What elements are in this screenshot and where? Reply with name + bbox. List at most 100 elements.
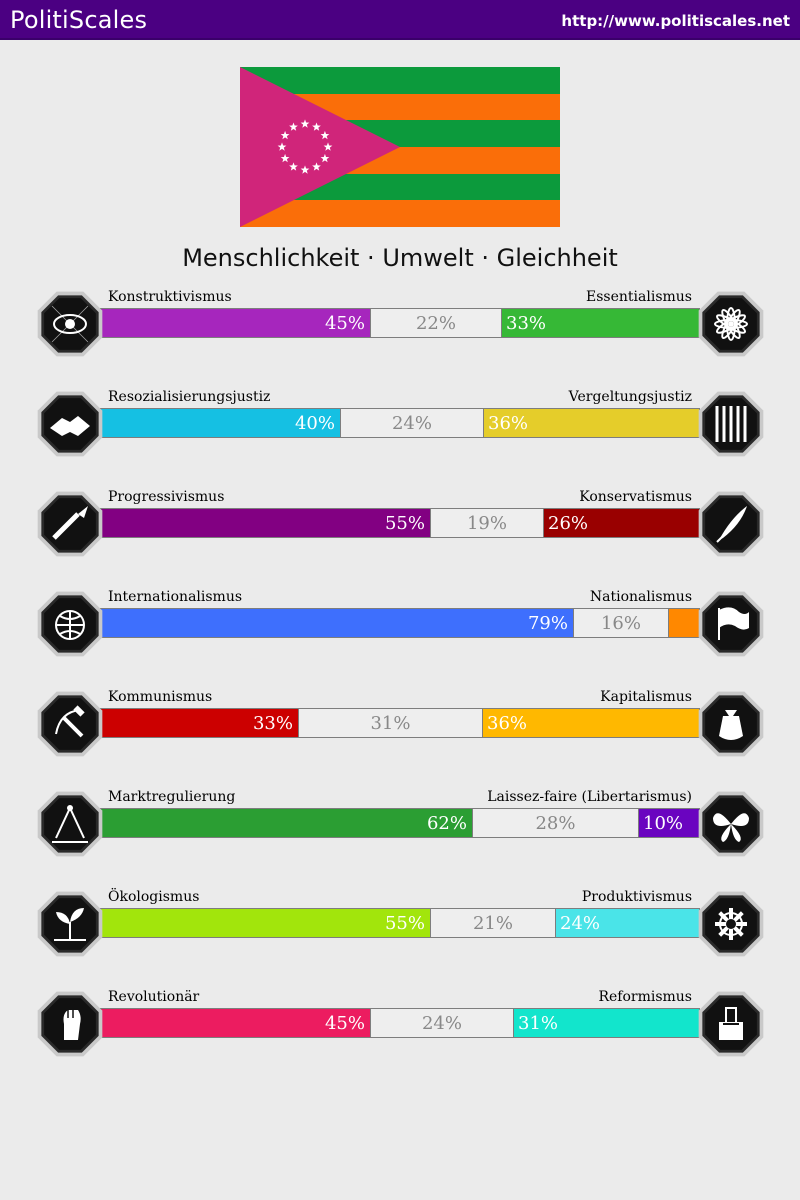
axis-row: Marktregulierung Laissez-faire (Libertar… bbox=[0, 788, 800, 868]
flag-star bbox=[300, 119, 310, 128]
axis-row: Resozialisierungsjustiz Vergeltungsjusti… bbox=[0, 388, 800, 468]
sprout-icon bbox=[34, 888, 106, 960]
bar-center-segment bbox=[370, 1009, 514, 1037]
brand-title[interactable]: PolitiScales bbox=[10, 6, 148, 34]
axis-bar: 33% 31% 36% bbox=[100, 708, 700, 738]
bar-left-value: 45% bbox=[324, 1013, 365, 1034]
bar-center-value: 31% bbox=[370, 713, 411, 734]
axis-left-label: Ökologismus bbox=[108, 889, 200, 905]
gear-icon bbox=[695, 888, 767, 960]
axis-bar: 45% 22% 33% bbox=[100, 308, 700, 338]
bar-right-segment bbox=[556, 909, 699, 937]
bar-right-value: 31% bbox=[518, 1013, 559, 1034]
bar-left-segment bbox=[101, 1009, 370, 1037]
bar-center-segment bbox=[472, 809, 639, 837]
flag-stars-ring bbox=[277, 119, 333, 174]
flag-star bbox=[289, 162, 298, 171]
bar-right-segment bbox=[483, 709, 699, 737]
bar-right-segment bbox=[669, 609, 699, 637]
bar-right-value: 36% bbox=[488, 413, 529, 434]
flag-triangle bbox=[240, 67, 400, 227]
hammer-sickle-icon bbox=[34, 688, 106, 760]
axis-row: Konstruktivismus Essentialismus 45% 22% … bbox=[0, 288, 800, 368]
axis-bar: 62% 28% 10% bbox=[100, 808, 700, 838]
flag-star bbox=[277, 142, 287, 151]
bar-right-segment bbox=[639, 809, 699, 837]
bar-center-value: 21% bbox=[472, 913, 513, 934]
axis-bar: 79% 16% bbox=[100, 608, 700, 638]
bar-right-segment bbox=[544, 509, 699, 537]
handshake-icon bbox=[34, 388, 106, 460]
bar-left-value: 55% bbox=[384, 513, 425, 534]
axis-left-label: Kommunismus bbox=[108, 689, 213, 705]
axis-row: Revolutionär Reformismus 45% 24% 31% bbox=[0, 988, 800, 1068]
globe-icon bbox=[34, 588, 106, 660]
eye-icon bbox=[34, 288, 106, 360]
bar-center-segment bbox=[298, 709, 483, 737]
flag-icon bbox=[695, 588, 767, 660]
site-url[interactable]: http://www.politiscales.net bbox=[561, 12, 790, 30]
torch-icon bbox=[34, 488, 106, 560]
prison-bars-icon bbox=[695, 388, 767, 460]
bar-right-segment bbox=[484, 409, 699, 437]
bar-center-segment bbox=[430, 509, 544, 537]
axis-right-label: Nationalismus bbox=[589, 589, 692, 605]
bar-right-segment bbox=[514, 1009, 699, 1037]
bar-center-segment bbox=[430, 909, 556, 937]
bar-left-segment bbox=[101, 309, 370, 337]
flag-star bbox=[312, 162, 321, 171]
result-flag bbox=[240, 67, 560, 227]
bar-left-value: 55% bbox=[384, 913, 425, 934]
quill-icon bbox=[695, 488, 767, 560]
axis-right-label: Essentialismus bbox=[586, 289, 692, 305]
butterfly-icon bbox=[695, 788, 767, 860]
axis-right-label: Kapitalismus bbox=[600, 689, 692, 705]
bar-left-value: 33% bbox=[252, 713, 293, 734]
axis-left-label: Resozialisierungsjustiz bbox=[108, 389, 271, 405]
axis-left-label: Revolutionär bbox=[108, 989, 200, 1005]
flag-star bbox=[289, 122, 298, 131]
ruler-compass-icon bbox=[34, 788, 106, 860]
axis-row: Kommunismus Kapitalismus 33% 31% 36% bbox=[0, 688, 800, 768]
flag-star bbox=[320, 153, 330, 163]
bar-right-value: 24% bbox=[560, 913, 601, 934]
bar-left-segment bbox=[101, 909, 430, 937]
axis-bar: 40% 24% 36% bbox=[100, 408, 700, 438]
bar-center-value: 19% bbox=[466, 513, 507, 534]
bar-left-segment bbox=[101, 609, 573, 637]
axis-left-label: Internationalismus bbox=[108, 589, 243, 605]
flag-stripe-6 bbox=[240, 200, 560, 227]
axis-row: Ökologismus Produktivismus 55% 21% 24% bbox=[0, 888, 800, 968]
bar-center-value: 28% bbox=[535, 813, 576, 834]
bar-center-segment bbox=[340, 409, 484, 437]
axis-bar: 55% 19% 26% bbox=[100, 508, 700, 538]
dna-flower-icon bbox=[695, 288, 767, 360]
bar-right-value: 10% bbox=[643, 813, 684, 834]
axis-right-label: Reformismus bbox=[598, 989, 692, 1005]
bar-left-value: 45% bbox=[324, 313, 365, 334]
money-bag-icon bbox=[695, 688, 767, 760]
flag-star bbox=[320, 130, 330, 140]
axis-right-label: Vergeltungsjustiz bbox=[568, 389, 692, 405]
flag-star bbox=[312, 122, 321, 131]
axis-left-label: Progressivismus bbox=[108, 489, 225, 505]
bar-right-value: 26% bbox=[548, 513, 589, 534]
axis-left-label: Marktregulierung bbox=[108, 789, 236, 805]
axis-row: Progressivismus Konservatismus 55% 19% 2… bbox=[0, 488, 800, 568]
bar-left-segment bbox=[101, 809, 472, 837]
flag-star bbox=[280, 130, 290, 140]
bar-left-value: 62% bbox=[426, 813, 467, 834]
flag-star bbox=[323, 142, 333, 151]
bar-center-value: 16% bbox=[600, 613, 641, 634]
bar-right-value: 33% bbox=[506, 313, 547, 334]
bar-left-value: 40% bbox=[294, 413, 335, 434]
raised-fist-icon bbox=[34, 988, 106, 1060]
bar-center-value: 24% bbox=[391, 413, 432, 434]
bar-left-value: 79% bbox=[527, 613, 568, 634]
bar-right-segment bbox=[502, 309, 699, 337]
axis-right-label: Konservatismus bbox=[579, 489, 692, 505]
flag-stripe-1 bbox=[240, 67, 560, 94]
flag-star bbox=[280, 153, 290, 163]
flag-star bbox=[300, 165, 310, 174]
flag-slogan: Menschlichkeit · Umwelt · Gleichheit bbox=[182, 244, 618, 272]
